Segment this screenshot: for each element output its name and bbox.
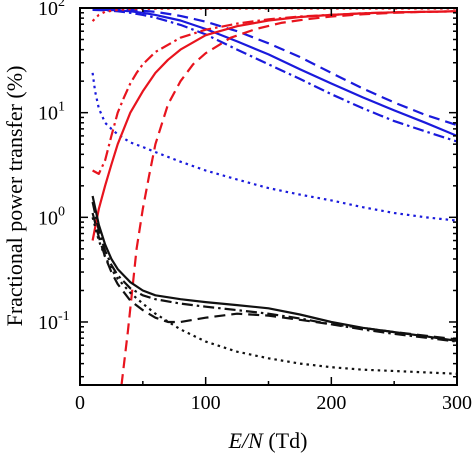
x-tick-label: 0	[75, 392, 85, 414]
y-tick-label-exponent: -1	[58, 309, 70, 324]
series-line-2	[92, 8, 457, 127]
y-tick-label-base: 10	[38, 312, 58, 334]
y-axis-title: Fractional power transfer (%)	[2, 66, 27, 327]
x-tick-label: 100	[191, 392, 221, 414]
x-tick-label: 200	[316, 392, 346, 414]
x-axis-title-italic: E/N	[228, 428, 265, 453]
y-tick-label: 102	[38, 0, 65, 20]
y-tick-label: 101	[38, 100, 65, 125]
y-tick-label-base: 10	[38, 207, 58, 229]
x-axis-title-units: (Td)	[263, 428, 308, 453]
series-line-11	[91, 201, 457, 343]
series-line-7	[92, 10, 457, 175]
y-tick-label: 10-1	[38, 309, 70, 334]
y-tick-label-base: 10	[38, 0, 58, 20]
series-line-6	[120, 10, 457, 385]
x-axis-title: E/N (Td)	[228, 428, 308, 453]
series-line-1	[92, 8, 457, 137]
y-tick-label-exponent: 2	[58, 0, 65, 10]
series-layer	[91, 8, 457, 385]
series-line-12	[91, 217, 457, 375]
series-line-3	[92, 8, 457, 143]
series-line-10	[91, 212, 457, 341]
y-tick-label-exponent: 1	[58, 100, 65, 115]
x-tick-label: 300	[442, 392, 472, 414]
series-line-4	[91, 72, 457, 222]
ticks-layer	[79, 7, 458, 385]
series-line-9	[91, 195, 457, 342]
y-tick-label: 100	[38, 204, 65, 229]
plot-frame	[79, 7, 458, 386]
y-tick-label-base: 10	[38, 103, 58, 125]
y-tick-label-exponent: 0	[58, 204, 65, 219]
